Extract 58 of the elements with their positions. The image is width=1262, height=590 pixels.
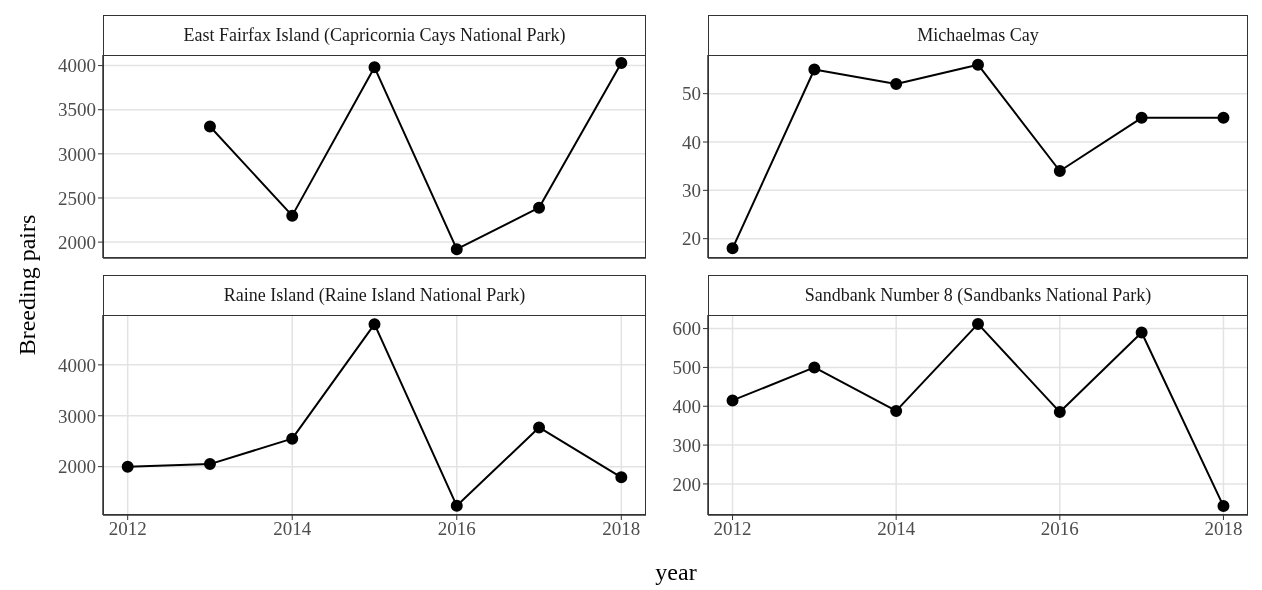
point xyxy=(972,317,984,330)
point xyxy=(450,243,463,256)
y-tick-label: 400 xyxy=(672,396,701,418)
y-tick-label: 3000 xyxy=(58,143,96,165)
chart-title: Raine Island (Raine Island National Park) xyxy=(223,285,526,306)
point xyxy=(726,394,739,407)
point xyxy=(890,404,903,417)
point xyxy=(1053,406,1066,419)
y-tick-label: 4000 xyxy=(58,354,96,376)
x-tick-label: 2014 xyxy=(877,518,916,540)
x-tick-label: 2012 xyxy=(108,518,147,540)
point xyxy=(121,460,134,473)
point xyxy=(533,201,546,214)
point xyxy=(615,56,628,69)
point xyxy=(203,458,216,471)
x-tick-label: 2018 xyxy=(602,518,641,540)
point xyxy=(1135,111,1148,124)
chart-title: East Fairfax Island (Capricornia Cays National Park) xyxy=(183,25,566,46)
x-tick-label: 2016 xyxy=(1040,518,1079,540)
y-axis-title: Breeding pairs xyxy=(13,214,41,356)
y-tick-label: 500 xyxy=(672,357,701,379)
y-tick-label: 40 xyxy=(682,131,701,153)
y-tick-label: 600 xyxy=(672,318,701,340)
y-tick-label: 300 xyxy=(672,434,701,456)
point xyxy=(972,58,984,71)
y-tick-label: 4000 xyxy=(58,55,96,77)
point xyxy=(450,499,463,512)
x-tick-label: 2012 xyxy=(713,518,752,540)
point xyxy=(1135,326,1148,339)
point xyxy=(1217,111,1230,124)
y-tick-label: 20 xyxy=(682,228,701,250)
point xyxy=(808,361,821,374)
point xyxy=(286,209,299,222)
x-tick-label: 2016 xyxy=(437,518,476,540)
point xyxy=(890,78,903,90)
chart-title: Sandbank Number 8 (Sandbanks National Park) xyxy=(804,285,1152,306)
point xyxy=(533,421,546,434)
point xyxy=(368,318,381,331)
y-tick-label: 3500 xyxy=(58,99,96,121)
y-tick-label: 50 xyxy=(682,83,701,105)
point xyxy=(203,120,216,133)
point xyxy=(615,471,628,484)
point xyxy=(808,63,821,76)
y-tick-label: 30 xyxy=(682,180,701,202)
x-tick-label: 2014 xyxy=(273,518,312,540)
y-tick-label: 2000 xyxy=(58,231,96,253)
point xyxy=(1053,165,1066,177)
chart-title: Michaelmas Cay xyxy=(917,25,1039,46)
y-tick-label: 2500 xyxy=(58,187,96,209)
point xyxy=(286,432,299,445)
point xyxy=(1217,500,1230,513)
point xyxy=(726,242,739,255)
point xyxy=(368,61,381,74)
y-tick-label: 2000 xyxy=(58,456,96,478)
y-tick-label: 200 xyxy=(672,473,701,495)
y-tick-label: 3000 xyxy=(58,405,96,427)
x-axis-title: year xyxy=(655,558,697,586)
x-tick-label: 2018 xyxy=(1204,518,1243,540)
